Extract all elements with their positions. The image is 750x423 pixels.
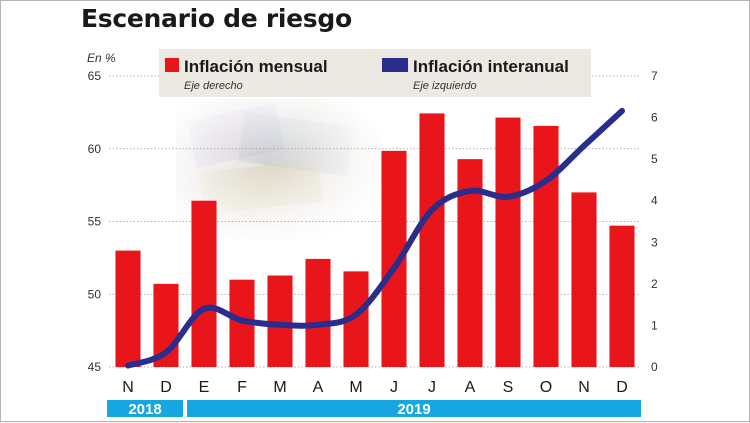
bar [419,113,445,368]
legend-label-mensual: Inflación mensual [184,57,328,76]
year-band-segment [187,400,641,417]
bar [571,192,597,367]
left-tick-label: 65 [88,69,102,83]
legend-label-interanual: Inflación interanual [413,57,569,76]
category-label: A [313,379,324,396]
right-tick-label: 4 [651,194,658,208]
year-label: 2019 [397,401,430,418]
category-label: E [199,379,210,396]
year-band-segment [107,400,183,417]
category-label: N [578,379,590,396]
bars-inflacion-mensual [115,113,635,368]
right-tick-label: 3 [651,235,658,249]
year-label: 2018 [128,401,161,418]
legend-note-interanual: Eje izquierdo [413,80,477,92]
right-tick-label: 5 [651,152,658,166]
left-tick-label: 60 [88,142,102,156]
left-tick-label: 45 [88,360,102,374]
right-tick-label: 1 [651,318,658,332]
legend-swatch-interanual [382,58,408,72]
year-band: 2018 2019 [107,400,641,418]
series-line [125,107,625,369]
category-label: J [390,379,398,396]
category-label: S [503,379,514,396]
category-label: F [237,379,247,396]
category-label: O [540,379,552,396]
bar [191,200,217,367]
category-label: M [273,379,286,396]
category-label: J [428,379,436,396]
chart-title: Escenario de riesgo [81,4,352,33]
category-label: N [122,379,134,396]
left-tick-label: 50 [88,287,102,301]
category-label: A [465,379,476,396]
left-tick-label: 55 [88,215,102,229]
right-tick-label: 0 [651,360,658,374]
unit-label: En % [87,51,116,65]
right-tick-label: 2 [651,277,658,291]
bar [495,117,521,367]
bar [115,250,141,367]
right-tick-label: 7 [651,69,658,83]
right-tick-label: 6 [651,111,658,125]
right-axis: 0 1 2 3 4 5 6 7 [651,69,658,374]
category-label: D [160,379,172,396]
bar [305,258,331,367]
category-label: M [349,379,362,396]
legend-background [159,49,591,97]
category-label: D [616,379,628,396]
left-axis: 45 50 55 60 65 [88,69,102,374]
legend-swatch-mensual [165,58,179,72]
legend: Inflación mensual Eje derecho Inflación … [159,49,591,97]
bar [533,125,559,367]
legend-note-mensual: Eje derecho [184,80,243,92]
line-inflacion-interanual [125,107,625,369]
bar [609,225,635,367]
